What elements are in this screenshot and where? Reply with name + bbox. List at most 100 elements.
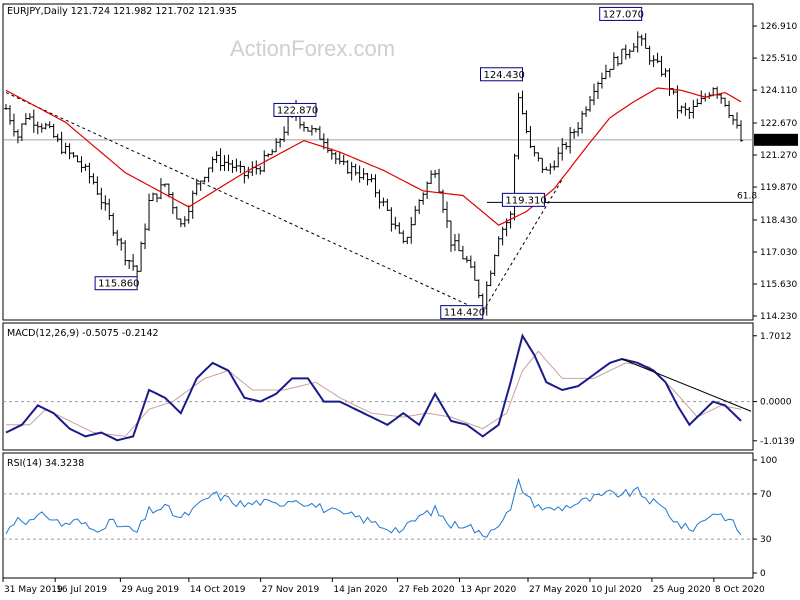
price-bar (584, 106, 589, 117)
price-bar (202, 176, 207, 183)
price-bar (39, 123, 44, 133)
price-bar (544, 166, 549, 171)
rsi-tick-label: 0 (760, 569, 766, 579)
annotation-text: 122.870 (277, 105, 318, 116)
price-bar (647, 45, 652, 65)
macd-series (3, 333, 753, 442)
last-price-label: 121.935 (759, 136, 796, 146)
x-tick-label: 8 Oct 2020 (715, 585, 765, 595)
price-bar (11, 113, 16, 137)
trendline-2 (482, 179, 563, 312)
y-tick-label: 122.670 (760, 119, 797, 129)
price-bar (369, 173, 374, 183)
price-bar (524, 110, 529, 134)
price-bar (341, 154, 346, 166)
price-bar (278, 138, 283, 148)
price-bar (162, 183, 167, 188)
price-bar (611, 52, 616, 70)
price-bar (572, 128, 577, 139)
price-bar (198, 180, 203, 191)
price-bar (194, 178, 199, 196)
price-bar (51, 123, 56, 138)
price-bar (67, 143, 72, 160)
price-bar (230, 159, 235, 173)
rsi-panel (2, 452, 754, 579)
price-annotation: 114.420 (440, 305, 485, 320)
price-bar (63, 142, 68, 155)
moving-average-line (5, 87, 742, 226)
price-bar (182, 216, 187, 228)
price-bar (719, 94, 724, 104)
price-bar (448, 220, 453, 252)
price-bar (246, 166, 251, 179)
price-bar (381, 197, 386, 207)
price-bar (349, 161, 354, 181)
price-bar (607, 68, 612, 78)
price-bar (663, 68, 668, 78)
price-bar (520, 90, 525, 115)
price-bar (143, 223, 148, 250)
price-bar (488, 270, 493, 287)
price-bar (55, 133, 60, 143)
price-bar (548, 163, 553, 175)
price-bar (365, 172, 370, 186)
y-tick-label: 119.870 (760, 183, 797, 193)
price-bar (107, 198, 112, 220)
price-bar (425, 181, 430, 199)
price-bar (595, 81, 600, 100)
price-bar (226, 154, 231, 172)
price-bar (472, 261, 477, 281)
price-bar (242, 165, 247, 184)
price-bar (599, 72, 604, 89)
price-bar (170, 192, 175, 215)
price-bar (151, 192, 155, 202)
price-bar (580, 111, 585, 134)
price-bar (437, 168, 442, 193)
annotation-text: 115.860 (98, 279, 139, 290)
price-bar (643, 33, 648, 49)
price-header: EURJPY,Daily 121.724 121.982 121.702 121… (7, 6, 237, 17)
price-bar (377, 189, 382, 209)
rsi-tick-label: 100 (760, 456, 777, 466)
annotation-text: 127.070 (603, 9, 644, 20)
price-bar (528, 125, 533, 149)
price-bar (409, 216, 414, 244)
price-bar (659, 55, 664, 77)
price-bar (222, 155, 227, 171)
y-tick-label: 124.110 (760, 86, 797, 96)
price-bar (27, 113, 32, 120)
price-bar (735, 112, 740, 129)
price-bar (258, 165, 263, 175)
x-tick-label: 27 May 2020 (529, 585, 588, 595)
price-bar (556, 147, 561, 168)
y-tick-label: 114.230 (760, 312, 797, 322)
price-bar (723, 97, 728, 107)
x-tick-label: 14 Oct 2019 (190, 585, 246, 595)
price-bar (532, 145, 537, 157)
price-bar (4, 104, 8, 110)
price-bar (135, 265, 140, 278)
price-bar (667, 68, 672, 96)
price-bar (210, 156, 215, 173)
price-bar (592, 83, 596, 106)
price-bar (385, 198, 390, 211)
annotation-text: 114.420 (444, 308, 485, 319)
x-tick-label: 10 Jul 2020 (591, 585, 642, 595)
price-bar (186, 205, 191, 224)
price-bar (627, 49, 632, 59)
price-bar (206, 167, 211, 183)
fib-label: 61.8 (737, 191, 757, 201)
rsi-series (3, 477, 753, 540)
price-bar (496, 236, 501, 257)
price-bar (43, 122, 48, 130)
price-bar (552, 160, 557, 171)
x-tick-label: 27 Feb 2020 (399, 585, 455, 595)
price-bar (47, 121, 52, 129)
price-bar (154, 193, 159, 203)
price-bar (7, 105, 12, 125)
price-bar (568, 127, 573, 154)
x-tick-label: 25 Aug 2020 (653, 585, 711, 595)
watermark: ActionForex.com (230, 36, 395, 61)
price-bar (695, 98, 700, 108)
